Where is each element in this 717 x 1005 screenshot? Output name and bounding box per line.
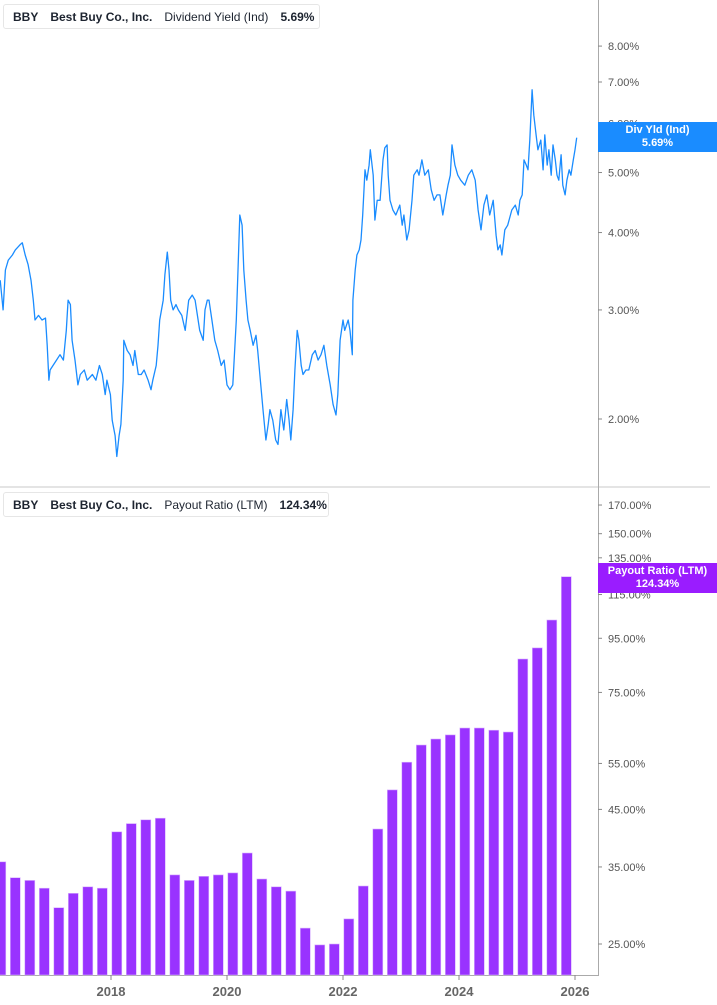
payout-bar xyxy=(546,619,558,976)
payout-bar xyxy=(473,727,485,976)
payout-bar xyxy=(155,817,166,976)
x-tick-label: 2018 xyxy=(97,984,126,999)
legend-company: Best Buy Co., Inc. xyxy=(50,497,153,512)
yield-tick-label: 3.00% xyxy=(608,305,639,317)
payout-tick-label: 150.00% xyxy=(608,529,652,541)
payout-tick-label: 35.00% xyxy=(608,862,646,874)
x-axis-ticks: 2018 2020 2022 2024 2026 xyxy=(97,975,590,999)
yield-price-tag: Div Yld (Ind) 5.69% xyxy=(598,122,717,152)
payout-bar xyxy=(517,658,529,976)
payout-tick-label: 135.00% xyxy=(608,553,652,565)
payout-bar xyxy=(97,887,108,976)
payout-bar xyxy=(0,861,7,976)
payout-bar xyxy=(82,886,94,976)
payout-bar xyxy=(53,907,65,976)
payout-tick-label: 95.00% xyxy=(608,633,646,645)
payout-bar xyxy=(401,761,413,976)
legend-metric: Dividend Yield (Ind) xyxy=(164,9,269,24)
legend-payout-ratio: BBY Best Buy Co., Inc. Payout Ratio (LTM… xyxy=(3,492,329,517)
payout-bar xyxy=(68,892,79,976)
payout-bar xyxy=(140,819,152,976)
payout-tag-label: Payout Ratio (LTM) xyxy=(607,565,708,577)
payout-bar xyxy=(328,943,340,976)
payout-bar xyxy=(531,647,543,976)
payout-bar xyxy=(357,885,369,976)
payout-bar xyxy=(299,927,311,976)
payout-bar xyxy=(386,789,398,976)
payout-tick-label: 45.00% xyxy=(608,804,646,816)
payout-bar xyxy=(488,729,500,976)
x-tick-label: 2024 xyxy=(445,984,475,999)
payout-bars xyxy=(0,576,572,976)
payout-bar xyxy=(502,731,514,976)
legend-ticker: BBY xyxy=(13,497,39,512)
x-tick-label: 2026 xyxy=(561,984,590,999)
payout-tick-label: 25.00% xyxy=(608,939,646,951)
payout-bar xyxy=(10,877,21,976)
yield-axis-ticks: 2.00%3.00%4.00%5.00%6.00%7.00%8.00% xyxy=(598,41,639,426)
legend-metric: Payout Ratio (LTM) xyxy=(164,497,268,512)
payout-tick-label: 170.00% xyxy=(608,500,652,512)
yield-tag-label: Div Yld (Ind) xyxy=(625,124,690,136)
payout-bar xyxy=(242,852,253,976)
yield-tick-label: 4.00% xyxy=(608,228,639,240)
payout-bar xyxy=(285,890,297,976)
payout-bar xyxy=(256,878,268,976)
payout-bar xyxy=(560,576,572,976)
payout-tick-label: 75.00% xyxy=(608,687,646,699)
payout-bar xyxy=(430,738,442,976)
legend-ticker: BBY xyxy=(13,9,39,24)
payout-bar xyxy=(227,872,239,976)
payout-bar xyxy=(126,823,137,976)
payout-tag-value: 124.34% xyxy=(635,578,680,590)
payout-bar xyxy=(38,887,50,976)
yield-tick-label: 5.00% xyxy=(608,168,639,180)
legend-dividend-yield: BBY Best Buy Co., Inc. Dividend Yield (I… xyxy=(3,4,320,29)
payout-bar xyxy=(169,874,181,976)
legend-value: 124.34% xyxy=(279,497,327,512)
x-tick-label: 2022 xyxy=(329,984,358,999)
payout-bar xyxy=(314,944,326,976)
yield-tag-value: 5.69% xyxy=(641,137,674,149)
payout-bar xyxy=(459,727,471,976)
payout-bar xyxy=(270,886,282,976)
payout-bar xyxy=(111,831,123,976)
legend-value: 5.69% xyxy=(280,9,315,24)
x-tick-label: 2020 xyxy=(213,984,242,999)
payout-bar xyxy=(24,880,36,976)
payout-bar xyxy=(444,734,456,976)
payout-bar xyxy=(198,875,210,976)
payout-axis-ticks: 25.00%35.00%45.00%55.00%75.00%95.00%115.… xyxy=(598,500,652,951)
dividend-yield-line xyxy=(0,89,578,458)
payout-bar xyxy=(213,874,224,976)
payout-bar xyxy=(343,918,355,976)
payout-price-tag: Payout Ratio (LTM) 124.34% xyxy=(598,563,717,593)
payout-bar xyxy=(372,828,384,976)
yield-tick-label: 8.00% xyxy=(608,41,639,53)
payout-tick-label: 55.00% xyxy=(608,758,646,770)
payout-bar xyxy=(184,880,195,976)
yield-tick-label: 7.00% xyxy=(608,77,639,89)
legend-company: Best Buy Co., Inc. xyxy=(50,9,153,24)
payout-bar xyxy=(415,744,427,976)
yield-tick-label: 2.00% xyxy=(608,414,639,426)
